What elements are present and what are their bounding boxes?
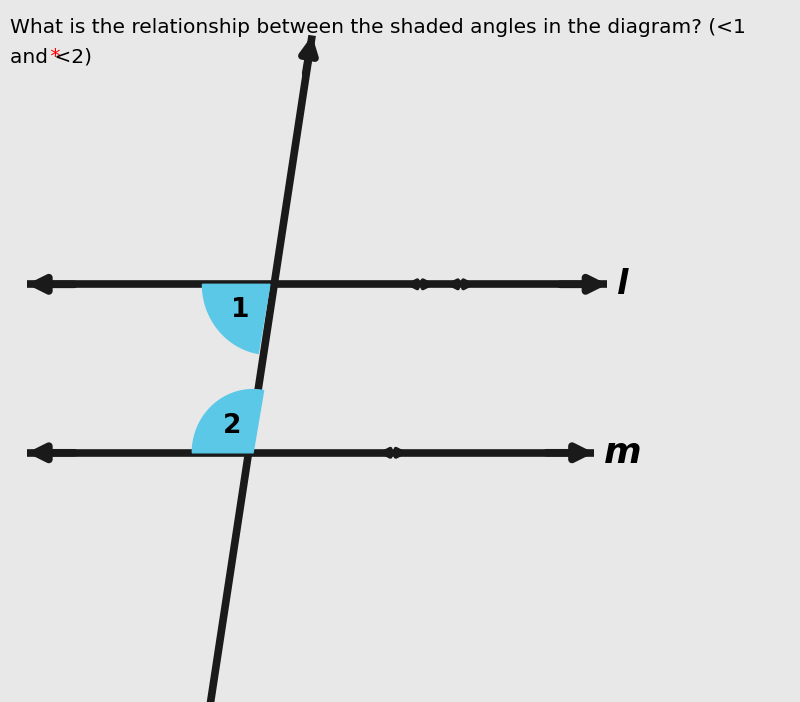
Polygon shape: [192, 390, 264, 453]
Text: m: m: [604, 436, 642, 470]
Text: and <2): and <2): [10, 47, 92, 66]
Text: 1: 1: [230, 298, 249, 324]
Text: *: *: [44, 47, 61, 66]
Text: What is the relationship between the shaded angles in the diagram? (<1: What is the relationship between the sha…: [10, 18, 746, 37]
Text: 2: 2: [222, 413, 241, 439]
Text: l: l: [618, 267, 629, 301]
Polygon shape: [202, 284, 270, 353]
